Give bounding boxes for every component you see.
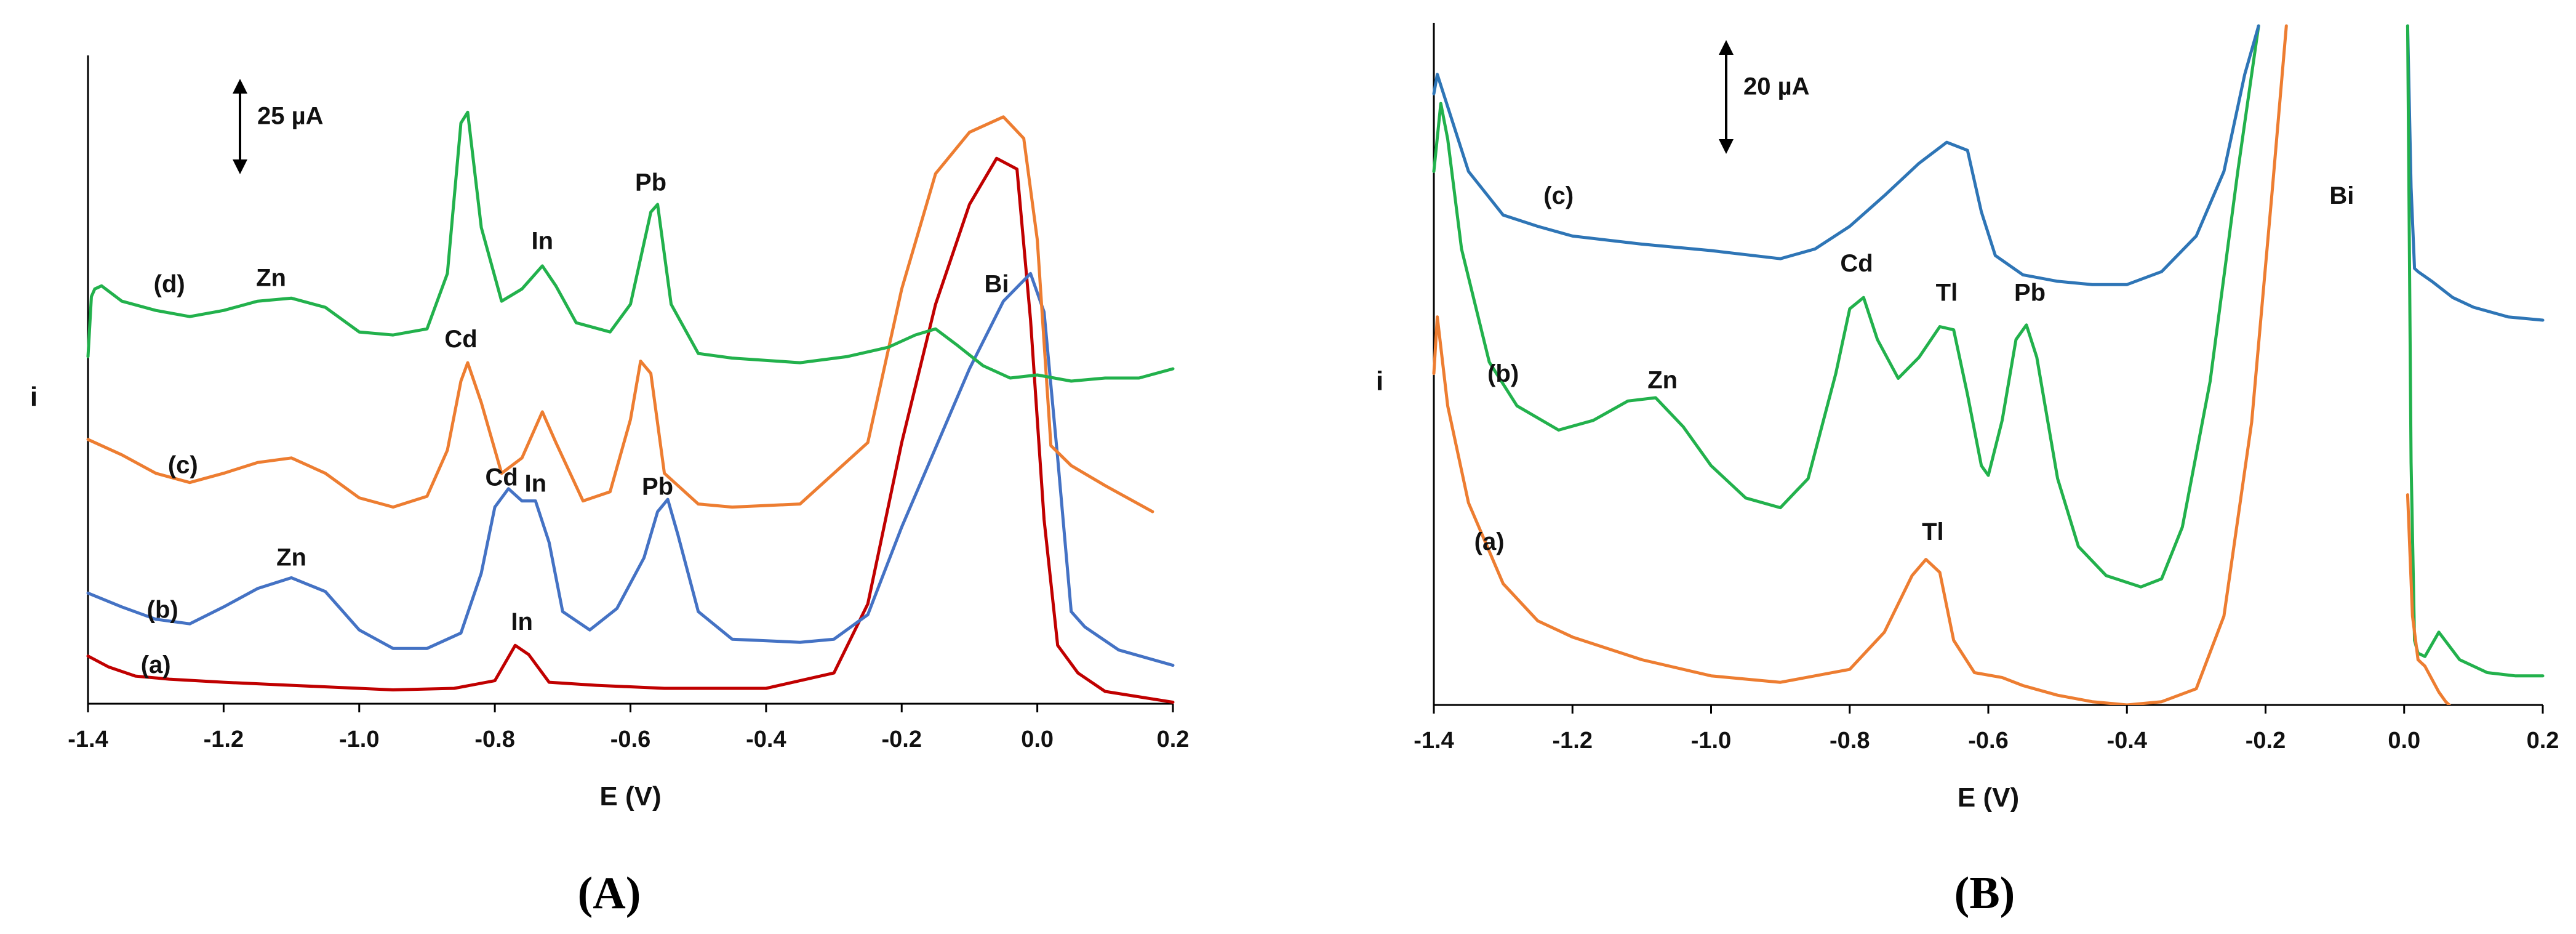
series-line-2 [1432, 24, 2260, 286]
curve-annotation: In [524, 470, 546, 497]
curve-annotation: (a) [141, 651, 171, 678]
series-group [1432, 24, 2545, 705]
curve-annotation: (c) [168, 452, 198, 479]
x-tick-label: -1.0 [1691, 728, 1731, 754]
curve-annotation: Cd [1840, 250, 1873, 277]
scale-bar-label: 20 µA [1743, 73, 1810, 100]
curve-annotation: In [511, 608, 533, 635]
x-tick-label: -0.2 [2246, 728, 2286, 754]
series-line-1 [86, 272, 1175, 667]
scale-bar-arrow-up-icon [1719, 40, 1734, 55]
series-line-4 [2406, 24, 2545, 678]
x-tick-label: 0.0 [2388, 728, 2420, 754]
curve-annotation: Tl [1922, 518, 1944, 546]
curve-annotation: Cd [485, 464, 518, 491]
x-tick-label: -1.4 [68, 727, 108, 752]
chart-panel-b: -1.4 -1.2 -1.0 -0.8 -0.6 -0.4 -0.2 0.0 0.2 E (V) i… [1376, 23, 2559, 919]
x-tick-label: -0.6 [610, 727, 650, 752]
x-tick-label: -1.4 [1414, 728, 1454, 754]
x-tick-label: 0.0 [1021, 727, 1054, 752]
x-axis-label: E (V) [599, 781, 661, 811]
x-tick-label: -0.4 [2107, 728, 2147, 754]
curve-annotation: Zn [256, 264, 286, 291]
curve-annotation: Bi [985, 270, 1009, 297]
curve-annotation: Bi [2329, 182, 2354, 209]
x-tick-label: -1.0 [339, 727, 379, 752]
series-line-3 [86, 110, 1175, 383]
curve-annotation: (a) [1474, 528, 1505, 555]
curve-annotation: Zn [276, 544, 306, 571]
panel-label: (B) [1954, 868, 2015, 919]
curve-annotation: Pb [642, 473, 673, 501]
y-axis-label: i [1376, 366, 1383, 397]
curve-annotation: Pb [635, 169, 666, 196]
x-axis-label: E (V) [1958, 783, 2019, 813]
curve-annotation: (b) [1487, 360, 1519, 387]
panel-label: (A) [578, 868, 641, 919]
curve-annotation: In [531, 227, 553, 254]
y-axis-label: i [30, 382, 38, 412]
series-line-2 [86, 115, 1154, 513]
scale-bar-arrow-down-icon [1719, 139, 1734, 154]
curve-annotation: (b) [147, 596, 178, 623]
curve-annotation: Zn [1647, 366, 1678, 393]
curve-annotation: (d) [154, 270, 185, 297]
scale-bar-label: 25 µA [257, 103, 324, 130]
series-line-0 [1432, 24, 2288, 705]
x-tick-label: -0.6 [1968, 728, 2008, 754]
x-tick-label: -0.2 [882, 727, 922, 752]
curve-annotation: Tl [1936, 279, 1958, 306]
scale-bar-arrow-down-icon [233, 159, 247, 174]
curve-annotation: (c) [1543, 182, 1574, 209]
x-tick-label: -1.2 [204, 727, 244, 752]
scale-bar-arrow-up-icon [233, 79, 247, 94]
x-tick-label: 0.2 [2527, 728, 2559, 754]
chart-panel-a: -1.4 -1.2 -1.0 -0.8 -0.6 -0.4 -0.2 0.0 0.2 E (V) i… [30, 55, 1190, 919]
x-tick-label: -0.4 [746, 727, 786, 752]
curve-annotation: Pb [2014, 279, 2046, 306]
x-tick-label: -1.2 [1553, 728, 1593, 754]
series-line-5 [2406, 493, 2451, 705]
curve-annotation: Cd [444, 326, 477, 353]
series-line-0 [86, 156, 1175, 704]
series-line-3 [2406, 24, 2545, 322]
x-tick-label: -0.8 [1830, 728, 1870, 754]
series-group [86, 110, 1175, 704]
x-tick-label: -0.8 [474, 727, 514, 752]
x-tick-label: 0.2 [1157, 727, 1190, 752]
series-line-1 [1432, 24, 2260, 589]
